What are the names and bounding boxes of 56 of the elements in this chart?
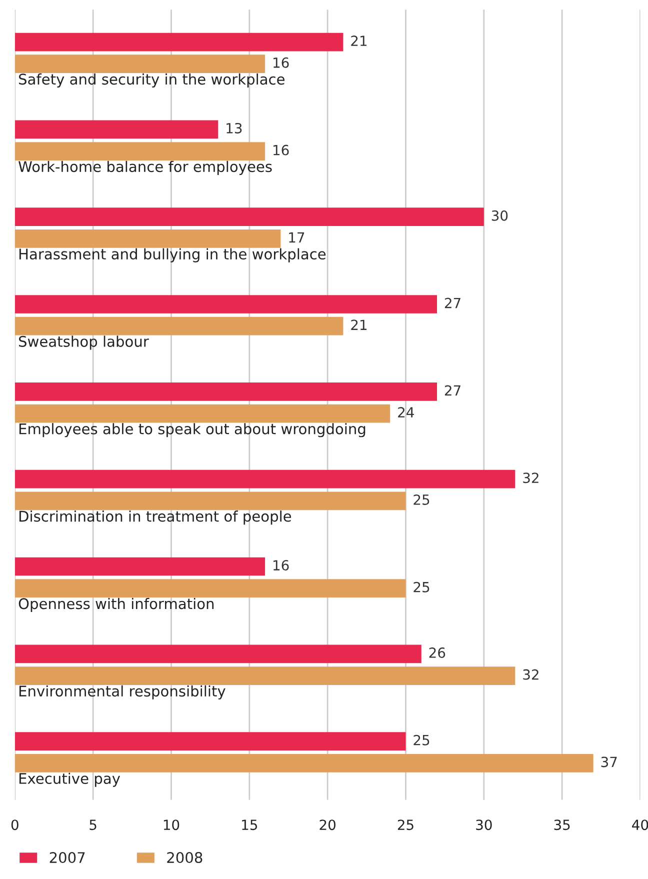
data-label: 32 xyxy=(523,472,538,484)
data-label: 30 xyxy=(492,210,508,221)
y-tick-label: Sweatshop labour xyxy=(18,336,149,350)
x-tick-label: 30 xyxy=(476,820,492,830)
bar xyxy=(14,404,390,423)
y-tick-label: Executive pay xyxy=(19,772,120,787)
legend-label: 2007 xyxy=(50,852,85,864)
bar xyxy=(14,208,484,226)
bar xyxy=(14,470,516,488)
data-label: 21 xyxy=(351,36,367,46)
data-label: 25 xyxy=(414,494,430,505)
y-tick-label: Work-home balance for employees xyxy=(18,160,272,175)
data-label: 13 xyxy=(226,122,242,134)
data-label: 16 xyxy=(274,560,289,571)
bar xyxy=(14,732,406,750)
x-tick-label: 40 xyxy=(632,820,648,830)
y-tick-label: Discrimination in treatment of people xyxy=(19,510,292,525)
x-tick-label: 35 xyxy=(554,820,570,830)
bar xyxy=(14,644,422,664)
bar xyxy=(14,142,266,160)
data-label: 26 xyxy=(429,647,446,658)
x-tick-label: 20 xyxy=(320,820,336,830)
bar xyxy=(14,492,406,510)
data-label: 16 xyxy=(274,57,289,68)
data-label: 37 xyxy=(601,756,617,768)
data-label: 27 xyxy=(444,298,460,308)
bar xyxy=(14,579,406,598)
bar xyxy=(14,32,344,52)
data-label: 16 xyxy=(274,144,289,156)
y-tick-label: Harassment and bullying in the workplace xyxy=(19,248,326,262)
bar xyxy=(14,295,437,314)
data-label: 27 xyxy=(444,385,460,396)
y-tick-label: Safety and security in the workplace xyxy=(18,73,284,88)
legend-label: 2008 xyxy=(167,852,202,864)
data-label: 25 xyxy=(414,734,430,746)
bar xyxy=(14,666,516,685)
bar xyxy=(14,120,218,139)
data-label: 17 xyxy=(289,232,304,243)
x-tick-label: 5 xyxy=(90,820,96,830)
y-tick-label: Openness with information xyxy=(18,598,214,612)
data-label: 25 xyxy=(414,582,430,592)
data-label: 21 xyxy=(351,320,367,330)
bar xyxy=(14,557,266,576)
bar xyxy=(14,382,437,401)
bar xyxy=(14,316,344,336)
x-tick-label: 15 xyxy=(242,820,258,830)
y-tick-label: Environmental responsibility xyxy=(19,685,226,700)
bar xyxy=(14,230,281,248)
x-tick-label: 25 xyxy=(398,820,414,830)
y-tick-label: Employees able to speak out about wrongdoing xyxy=(19,423,366,438)
bar xyxy=(14,54,266,74)
x-tick-label: 0 xyxy=(11,820,18,830)
data-label: 24 xyxy=(398,407,414,418)
x-tick-label: 10 xyxy=(164,820,180,830)
bar xyxy=(14,754,594,772)
data-label: 32 xyxy=(523,669,538,680)
